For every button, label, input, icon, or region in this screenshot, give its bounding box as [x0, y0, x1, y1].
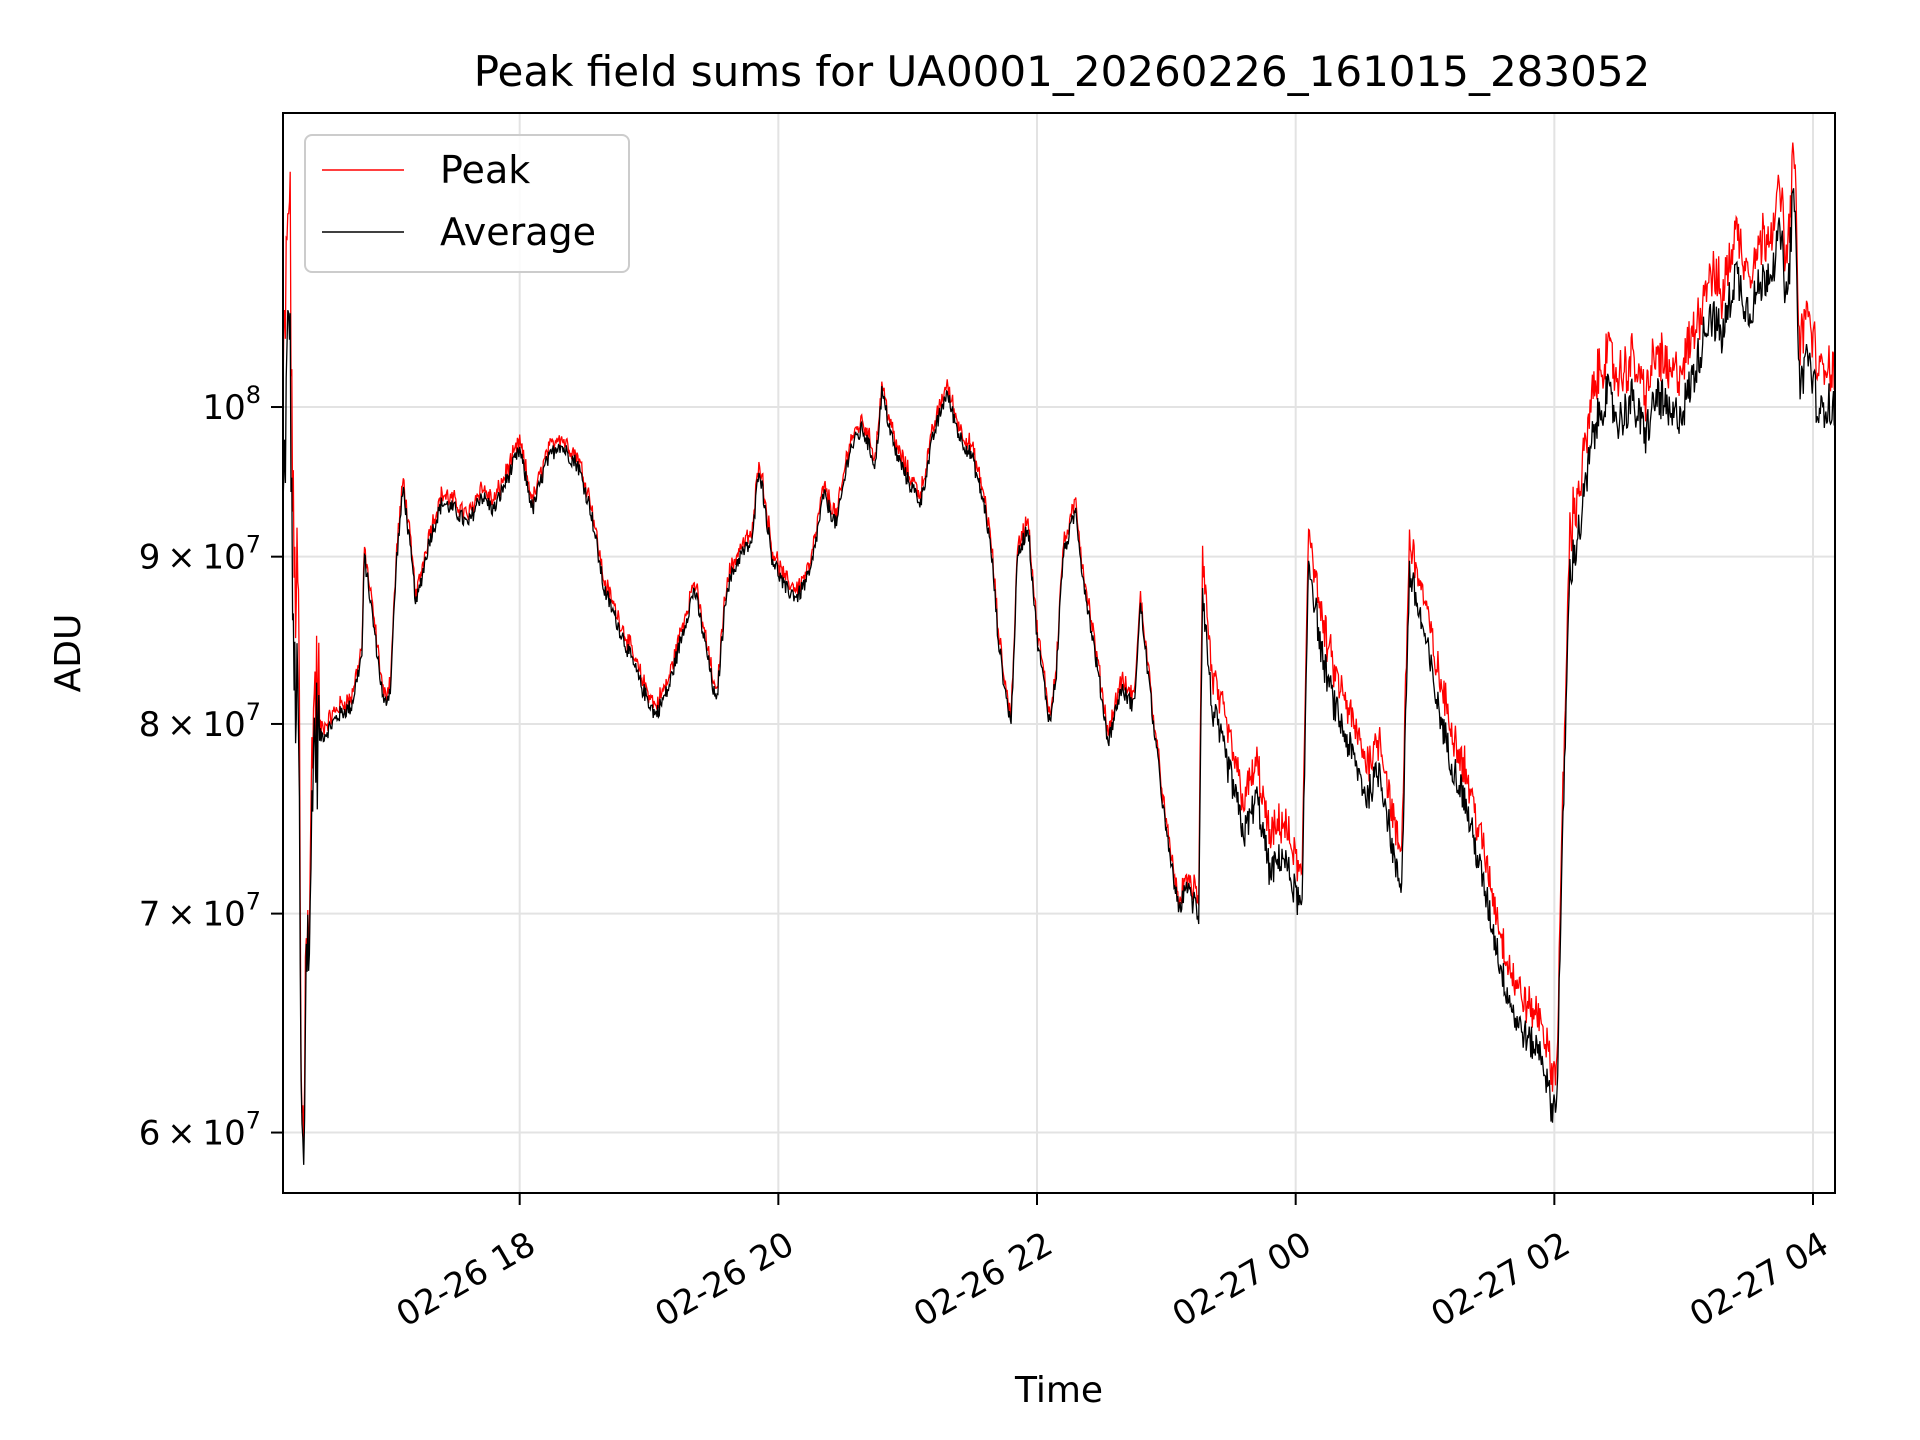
legend-label-peak: Peak [440, 148, 530, 192]
y-tick-label: 7 × 107 [139, 888, 261, 935]
y-tick-label: 108 [202, 381, 261, 428]
y-tick-label: 6 × 107 [139, 1107, 261, 1154]
x-axis-label: Time [1014, 1370, 1103, 1411]
legend-label-average: Average [440, 210, 596, 254]
y-tick-label: 8 × 107 [139, 698, 261, 745]
y-axis: 6 × 107 7 × 107 8 × 107 9 × 107 108 [139, 381, 283, 1154]
plot-area-frame [282, 112, 1836, 1194]
chart-title: Peak field sums for UA0001_20260226_1610… [474, 47, 1651, 96]
series-line-average [283, 188, 1835, 1165]
y-axis-label: ADU [48, 614, 89, 693]
plot-lines [283, 142, 1835, 1165]
legend: Peak Average [304, 134, 630, 273]
y-tick-label: 9 × 107 [139, 531, 261, 578]
